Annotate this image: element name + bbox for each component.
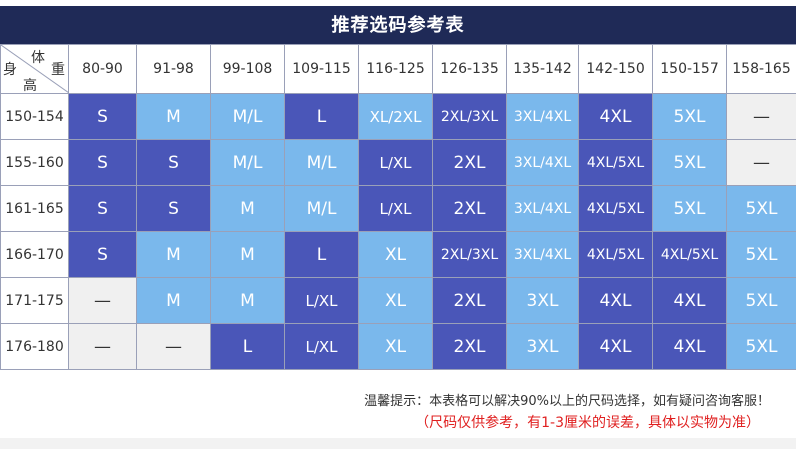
size-cell: M <box>210 231 285 278</box>
size-cell: L/XL <box>358 139 433 186</box>
size-cell: 5XL <box>652 139 727 186</box>
size-cell: — <box>136 323 211 370</box>
height-label: 150-154 <box>0 93 69 140</box>
size-cell: 2XL/3XL <box>432 231 507 278</box>
size-cell: 3XL <box>506 277 579 324</box>
size-cell: 4XL/5XL <box>578 231 653 278</box>
size-cell: XL/2XL <box>358 93 433 140</box>
size-cell: XL <box>358 277 433 324</box>
size-cell: M/L <box>210 93 285 140</box>
size-cell: — <box>68 277 137 324</box>
size-cell: L/XL <box>358 185 433 232</box>
size-cell: M <box>210 277 285 324</box>
size-cell: L <box>284 231 359 278</box>
weight-header: 142-150 <box>578 44 653 94</box>
height-label: 166-170 <box>0 231 69 278</box>
weight-header: 116-125 <box>358 44 433 94</box>
size-cell: 3XL/4XL <box>506 185 579 232</box>
title-bar: 推荐选码参考表 <box>0 0 796 44</box>
table-row: 171-175— M M L/XL XL 2XL 3XL 4XL 4XL 5XL <box>0 277 796 324</box>
size-cell: 2XL <box>432 139 507 186</box>
size-cell: 2XL <box>432 323 507 370</box>
size-cell: M <box>136 93 211 140</box>
weight-header: 158-165 <box>726 44 796 94</box>
weight-header: 91-98 <box>136 44 211 94</box>
size-cell: — <box>726 93 796 140</box>
height-label: 161-165 <box>0 185 69 232</box>
size-cell: 4XL/5XL <box>578 139 653 186</box>
size-cell: 3XL/4XL <box>506 231 579 278</box>
size-cell: 2XL <box>432 185 507 232</box>
page-title: 推荐选码参考表 <box>331 15 465 36</box>
height-label: 155-160 <box>0 139 69 186</box>
size-cell: 2XL <box>432 277 507 324</box>
table-row: 166-170 S M M L XL 2XL/3XL 3XL/4XL 4XL/5XL 4XL/5X… <box>0 231 796 278</box>
size-chart-table: 体 重 身 高 80-90 91-98 99-108 109-115 116-1… <box>0 44 796 370</box>
size-cell: 4XL/5XL <box>652 231 727 278</box>
table-row: 150-154 S M M/L L XL/2XL 2XL/3XL 3XL/4XL 4XL 5XL — <box>0 93 796 140</box>
table-row: 176-180— — L L/XL XL 2XL 3XL 4XL 4XL 5XL <box>0 323 796 370</box>
size-cell: M/L <box>284 185 359 232</box>
size-cell: 5XL <box>726 231 796 278</box>
size-cell: 4XL <box>652 277 727 324</box>
size-cell: L/XL <box>284 277 359 324</box>
header-row: 体 重 身 高 80-90 91-98 99-108 109-115 116-1… <box>0 44 796 94</box>
size-cell: 5XL <box>652 185 727 232</box>
size-cell: 5XL <box>652 93 727 140</box>
size-cell: XL <box>358 231 433 278</box>
size-cell: S <box>68 185 137 232</box>
size-cell: 3XL/4XL <box>506 139 579 186</box>
size-cell: M <box>136 277 211 324</box>
size-cell: S <box>68 231 137 278</box>
size-cell: M/L <box>210 139 285 186</box>
size-cell: M/L <box>284 139 359 186</box>
size-cell: L/XL <box>284 323 359 370</box>
corner-height-label: 身 <box>3 62 17 78</box>
size-cell: 4XL <box>578 277 653 324</box>
corner-cell: 体 重 身 高 <box>0 44 69 94</box>
tip-note: 温馨提示：本表格可以解决90%以上的尺码选择，如有疑问咨询客服！ <box>364 394 770 409</box>
corner-weight-label: 体 <box>31 50 45 66</box>
size-cell: 4XL <box>652 323 727 370</box>
size-cell: — <box>68 323 137 370</box>
weight-header: 80-90 <box>68 44 137 94</box>
size-cell: L <box>210 323 285 370</box>
size-cell: 4XL/5XL <box>578 185 653 232</box>
weight-header: 135-142 <box>506 44 579 94</box>
size-cell: L <box>284 93 359 140</box>
corner-height-label-2: 高 <box>23 78 37 94</box>
size-cell: 5XL <box>726 277 796 324</box>
size-cell: — <box>726 139 796 186</box>
height-label: 176-180 <box>0 323 69 370</box>
weight-header: 109-115 <box>284 44 359 94</box>
size-cell: 5XL <box>726 323 796 370</box>
height-label: 171-175 <box>0 277 69 324</box>
size-cell: S <box>136 185 211 232</box>
size-cell: 4XL <box>578 93 653 140</box>
size-cell: 3XL/4XL <box>506 93 579 140</box>
size-cell: S <box>68 139 137 186</box>
weight-header: 126-135 <box>432 44 507 94</box>
bottom-strip <box>0 438 796 449</box>
size-cell: S <box>136 139 211 186</box>
size-cell: 3XL <box>506 323 579 370</box>
corner-weight-label-2: 重 <box>51 62 65 78</box>
size-cell: 5XL <box>726 185 796 232</box>
size-cell: M <box>136 231 211 278</box>
table-row: 155-160 S S M/L M/L L/XL 2XL 3XL/4XL 4XL/5XL 5XL — <box>0 139 796 186</box>
weight-header: 150-157 <box>652 44 727 94</box>
size-cell: XL <box>358 323 433 370</box>
size-cell: 2XL/3XL <box>432 93 507 140</box>
size-cell: 4XL <box>578 323 653 370</box>
size-cell: S <box>68 93 137 140</box>
size-cell: M <box>210 185 285 232</box>
table-row: 161-165 S S M M/L L/XL 2XL 3XL/4XL 4XL/5XL 5XL 5XL <box>0 185 796 232</box>
disclaimer-note: （尺码仅供参考，有1-3厘米的误差，具体以实物为准） <box>415 415 760 431</box>
weight-header: 99-108 <box>210 44 285 94</box>
corner-diagonal <box>1 45 68 93</box>
